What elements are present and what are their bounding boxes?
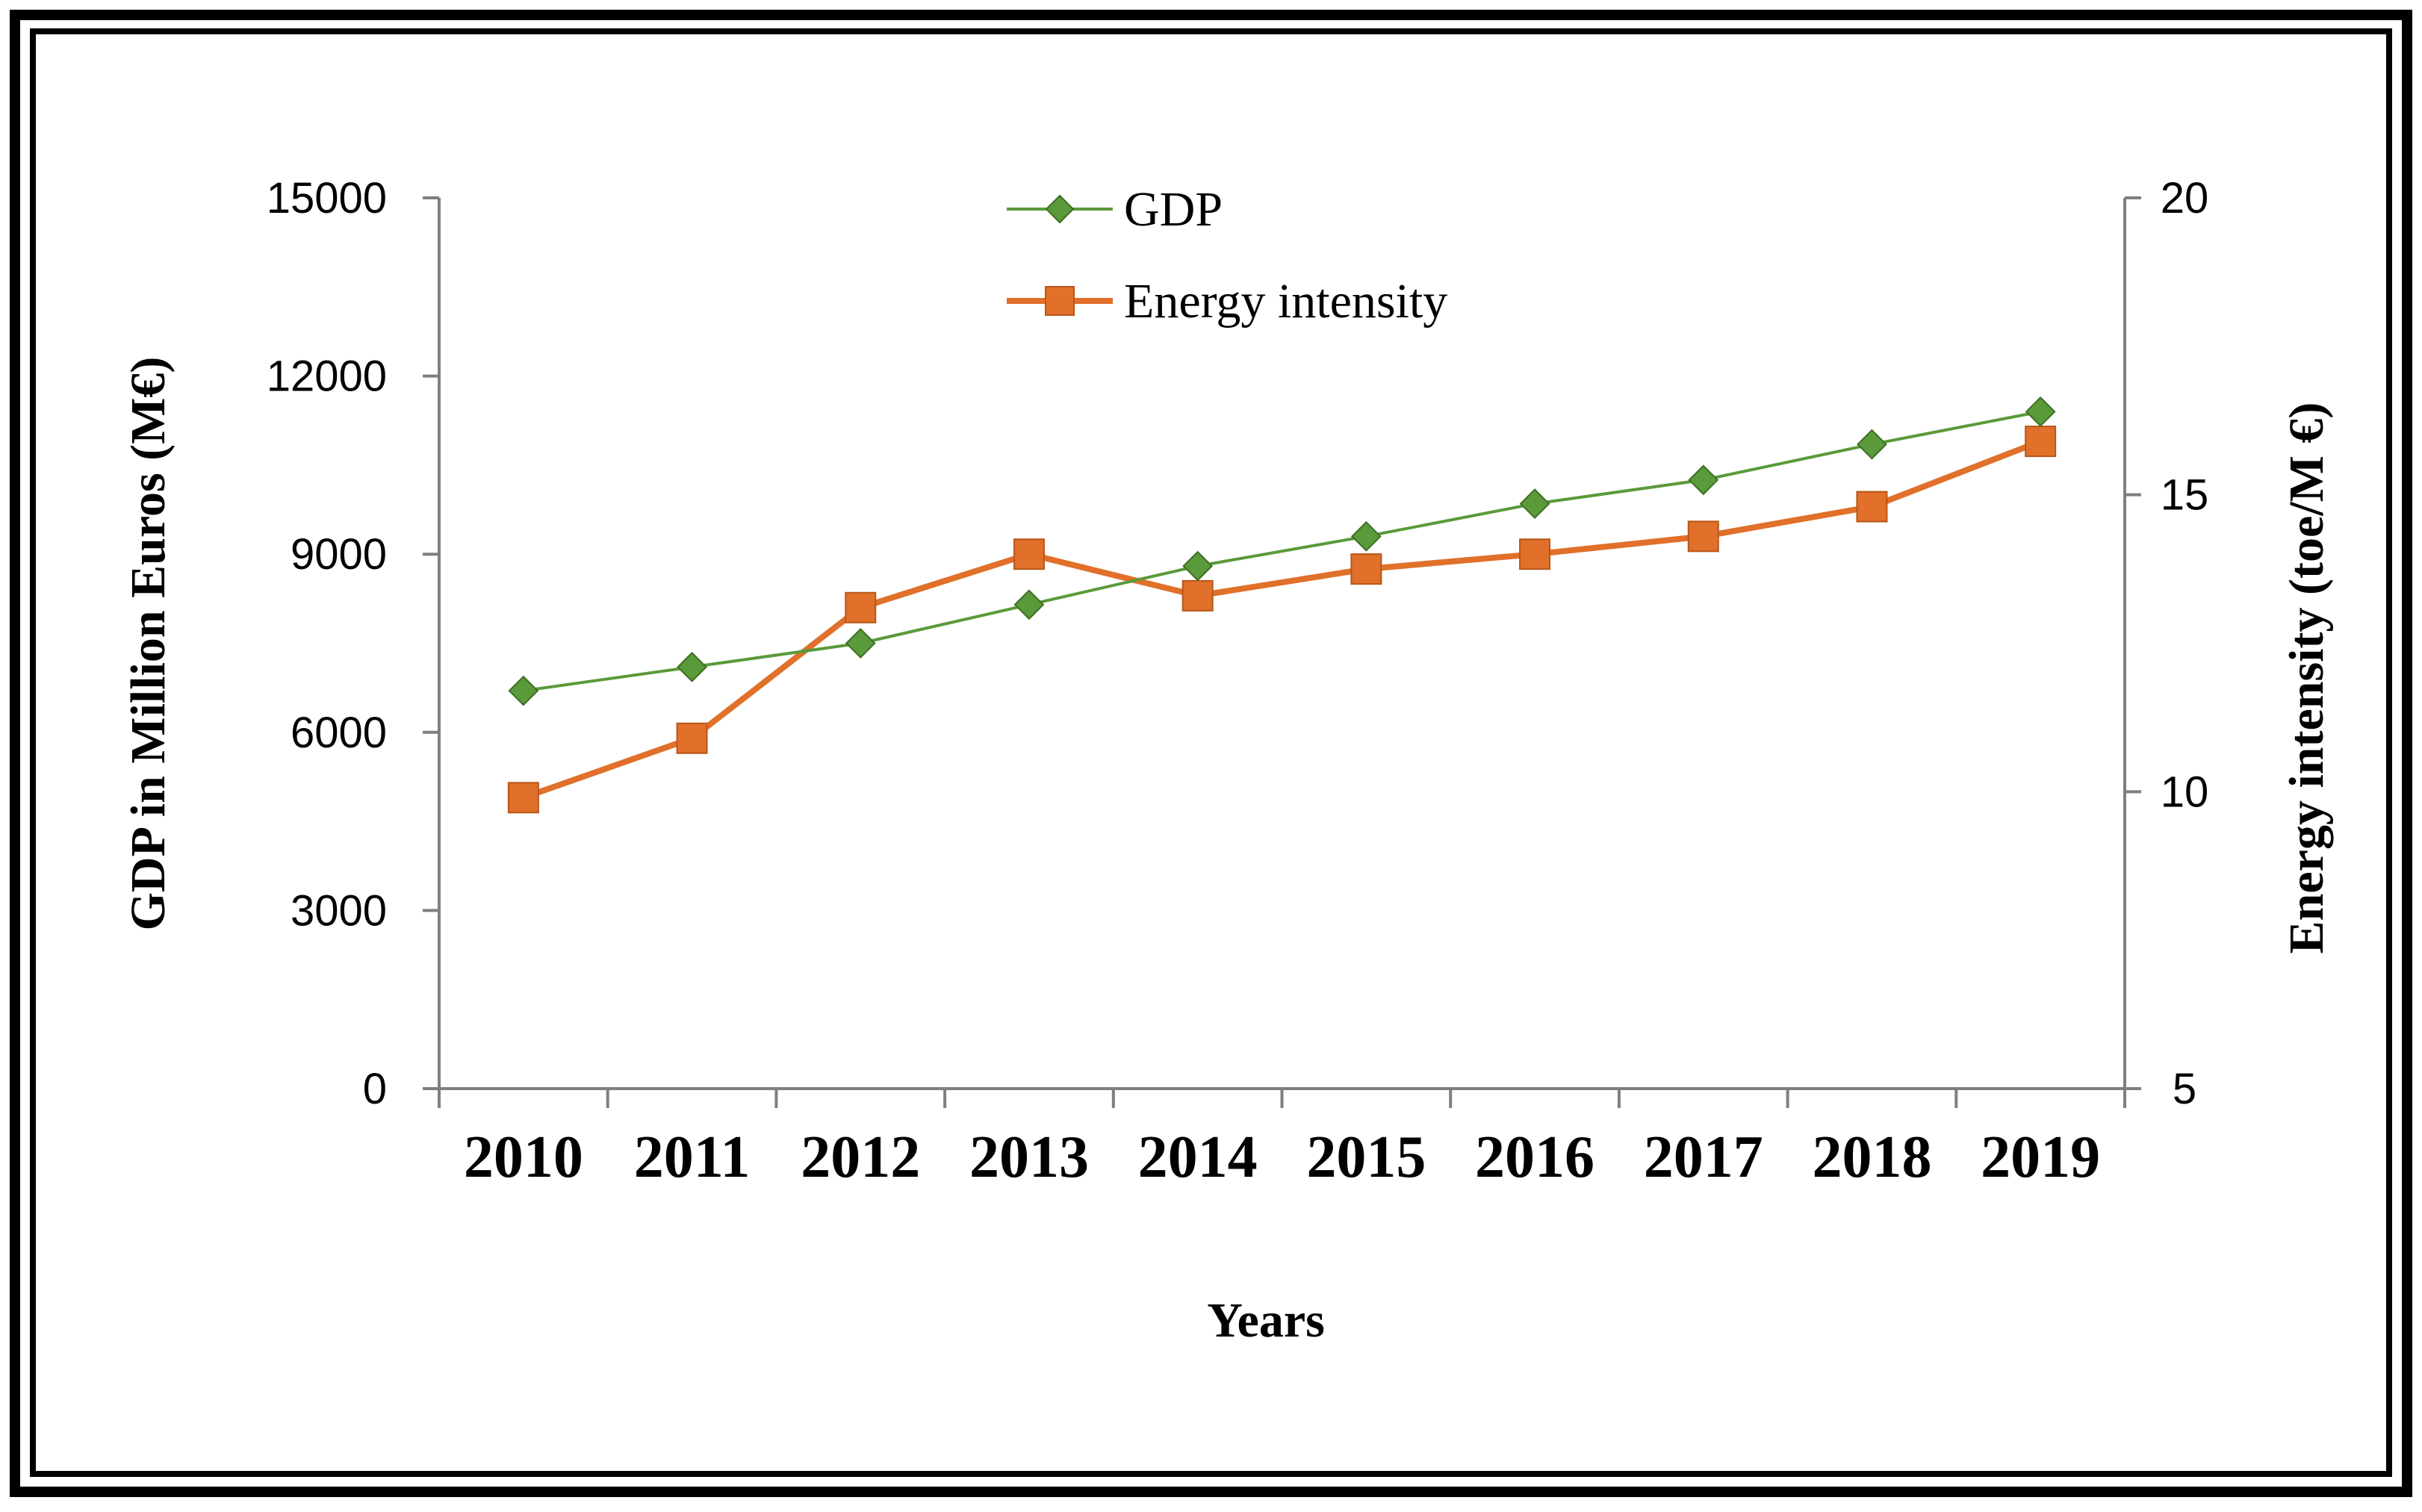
left-tick-label: 0 — [363, 1065, 387, 1113]
x-tick-label: 2016 — [1475, 1124, 1595, 1190]
frame-border-outer — [10, 10, 2412, 1497]
left-tick-label: 6000 — [291, 709, 387, 757]
x-axis-title: Years — [1207, 1293, 1325, 1348]
left-tick-label: 3000 — [291, 886, 387, 935]
gdp-point — [677, 651, 707, 682]
energy-intensity-point — [1350, 553, 1382, 585]
right-tick-label: 15 — [2161, 471, 2209, 520]
x-tick-label: 2011 — [634, 1124, 751, 1190]
energy-intensity-series-line — [522, 438, 2042, 801]
frame-border-inner — [30, 28, 2392, 1477]
x-tick-label: 2015 — [1306, 1124, 1426, 1190]
x-tick-label: 2017 — [1644, 1124, 1763, 1190]
x-tick-label: 2010 — [464, 1124, 583, 1190]
gdp-point — [1350, 520, 1382, 552]
y2-axis-title: Energy intensity (toe/M €) — [2279, 402, 2334, 954]
energy-intensity-point — [507, 782, 539, 814]
energy-intensity-point — [1687, 520, 1719, 553]
legend-energy-label: Energy intensity — [1124, 274, 1447, 329]
energy-intensity-point — [845, 591, 877, 623]
gdp-point — [1688, 464, 1719, 496]
gdp-point — [1182, 550, 1214, 582]
gdp-point — [1013, 589, 1045, 620]
gdp-point — [1519, 488, 1550, 520]
x-axis-ticks: 2010 2011 2012 2013 2014 2015 2016 2017 2018 2019 — [438, 1089, 2126, 1190]
energy-intensity-point — [1519, 538, 1551, 570]
legend-gdp-label: GDP — [1124, 182, 1223, 237]
gdp-point — [2025, 396, 2056, 427]
left-tick-label: 12000 — [267, 352, 387, 401]
energy-intensity-point — [1013, 538, 1045, 570]
legend-gdp-marker — [1045, 194, 1075, 224]
gdp-point — [1857, 429, 1887, 460]
x-tick-label: 2019 — [1981, 1124, 2100, 1190]
left-axis-ticks: 0 3000 6000 9000 12000 15000 — [267, 174, 439, 1113]
left-tick-label: 15000 — [267, 174, 387, 223]
series-layer — [507, 396, 2057, 814]
energy-intensity-point — [1181, 579, 1214, 612]
x-tick-label: 2013 — [969, 1124, 1089, 1190]
right-tick-label: 20 — [2161, 174, 2209, 223]
right-tick-label: 10 — [2161, 768, 2209, 816]
legend-energy-marker — [1045, 286, 1075, 316]
gdp-point — [845, 628, 876, 659]
energy-intensity-point — [2025, 426, 2057, 458]
x-tick-label: 2012 — [801, 1124, 920, 1190]
energy-intensity-point — [676, 722, 708, 754]
gdp-series-line — [523, 410, 2041, 693]
gdp-point — [508, 675, 539, 706]
right-axis-ticks: 5 10 15 20 — [2125, 174, 2208, 1113]
left-tick-label: 9000 — [291, 530, 387, 579]
x-tick-label: 2014 — [1138, 1124, 1258, 1190]
x-tick-label: 2018 — [1812, 1124, 1931, 1190]
right-tick-label: 5 — [2173, 1065, 2196, 1113]
y-axis-title: GDP in Million Euros (M€) — [121, 357, 176, 931]
legend: GDP Energy intensity — [1007, 182, 1447, 329]
energy-intensity-point — [1856, 491, 1888, 523]
